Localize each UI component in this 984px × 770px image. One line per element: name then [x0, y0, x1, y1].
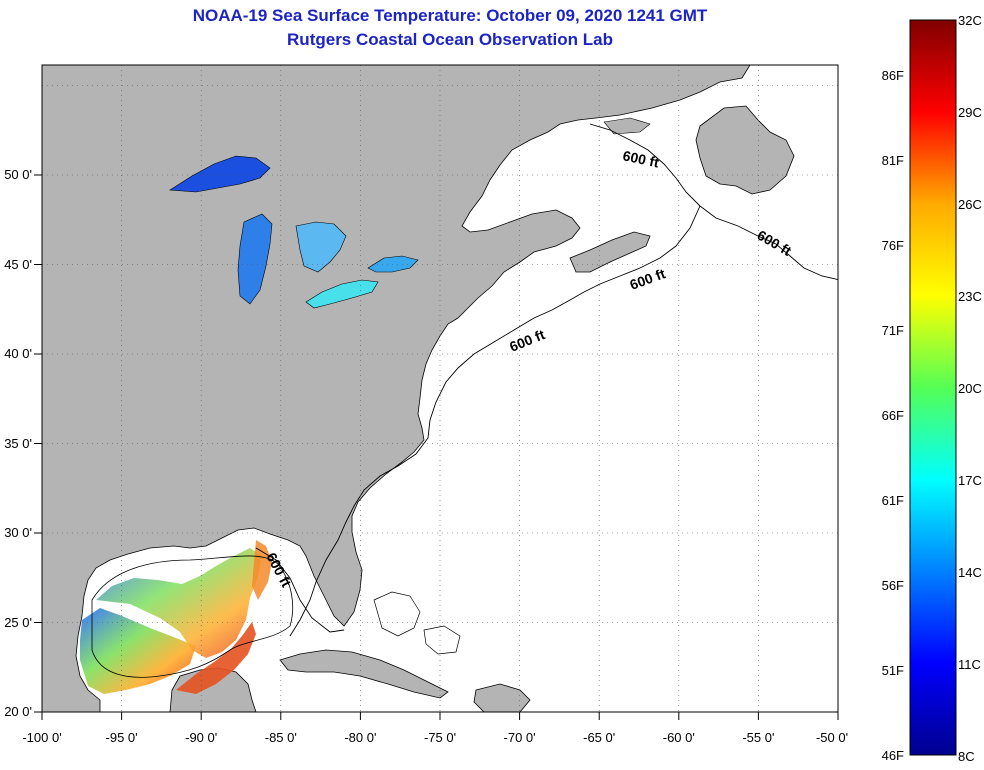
colorbar-f-labels: 86F 81F 76F 71F 66F 61F 56F 51F 46F: [882, 68, 904, 763]
colorbar-c-label: 17C: [958, 473, 982, 488]
colorbar-f-label: 46F: [882, 748, 904, 763]
lat-tick-label: 20 0': [4, 704, 32, 719]
gulf-deep-contour: [91, 555, 294, 678]
colorbar-c-label: 8C: [958, 749, 975, 764]
lon-tick-label: -90 0': [185, 730, 217, 745]
bahamas-banks: [373, 591, 461, 655]
lon-tick-label: -60 0': [663, 730, 695, 745]
lat-axis-labels: 20 0' 25 0' 30 0' 35 0' 40 0' 45 0' 50 0…: [4, 167, 32, 719]
lon-tick-label: -65 0': [583, 730, 615, 745]
colorbar-c-label: 20C: [958, 381, 982, 396]
lat-tick-label: 50 0': [4, 167, 32, 182]
lat-tick-label: 35 0': [4, 436, 32, 451]
contour-label: 600 ft: [621, 147, 660, 170]
lat-tick-label: 40 0': [4, 346, 32, 361]
lon-axis-labels: -100 0' -95 0' -90 0' -85 0' -80 0' -75 …: [22, 730, 848, 745]
map-title: NOAA-19 Sea Surface Temperature: October…: [192, 6, 708, 25]
lake-huron: [295, 221, 347, 273]
lon-tick-label: -85 0': [265, 730, 297, 745]
lon-tick-label: -80 0': [344, 730, 376, 745]
landmass-cuba: [279, 649, 449, 699]
colorbar-c-label: 26C: [958, 197, 982, 212]
colorbar-f-label: 51F: [882, 663, 904, 678]
landmass-nova-scotia: [569, 231, 651, 273]
colorbar-f-label: 56F: [882, 578, 904, 593]
lon-tick-label: -100 0': [22, 730, 61, 745]
colorbar-c-label: 32C: [958, 13, 982, 28]
lat-tick-label: 45 0': [4, 257, 32, 272]
lon-tick-label: -55 0': [742, 730, 774, 745]
lon-tick-label: -95 0': [106, 730, 138, 745]
colorbar-f-label: 86F: [882, 68, 904, 83]
lake-michigan: [237, 213, 273, 305]
lake-ontario: [367, 255, 419, 273]
colorbar-f-label: 81F: [882, 153, 904, 168]
axis-ticks: [34, 174, 839, 720]
landmass-newfoundland: [695, 105, 795, 195]
lake-superior: [169, 155, 271, 193]
landmass-anticosti: [603, 117, 651, 135]
colorbar-f-label: 66F: [882, 408, 904, 423]
colorbar-f-label: 61F: [882, 493, 904, 508]
map-subtitle: Rutgers Coastal Ocean Observation Lab: [287, 30, 613, 49]
gulf-sst-east: [176, 622, 256, 694]
gulf-sst-west: [80, 608, 196, 694]
gulf-sst-loop: [96, 548, 262, 658]
lat-tick-label: 25 0': [4, 615, 32, 630]
colorbar-c-label: 11C: [958, 657, 981, 672]
colorbar-c-label: 29C: [958, 105, 982, 120]
colorbar: [909, 19, 957, 756]
colorbar-c-label: 14C: [958, 565, 982, 580]
isobath-600ft-gulf-shelf: [255, 547, 345, 633]
lon-tick-label: -75 0': [424, 730, 456, 745]
landmass-north-america: [42, 65, 751, 712]
colorbar-f-label: 76F: [882, 238, 904, 253]
lon-tick-label: -50 0': [816, 730, 848, 745]
lon-tick-label: -70 0': [504, 730, 536, 745]
colorbar-c-label: 23C: [958, 289, 982, 304]
landmass-hispaniola: [473, 683, 531, 712]
lake-erie: [305, 279, 379, 309]
isobath-600ft-atlantic: [289, 123, 838, 637]
colorbar-c-labels: 32C 29C 26C 23C 20C 17C 14C 11C 8C: [958, 13, 982, 764]
lat-tick-label: 30 0': [4, 525, 32, 540]
colorbar-f-label: 71F: [882, 323, 904, 338]
